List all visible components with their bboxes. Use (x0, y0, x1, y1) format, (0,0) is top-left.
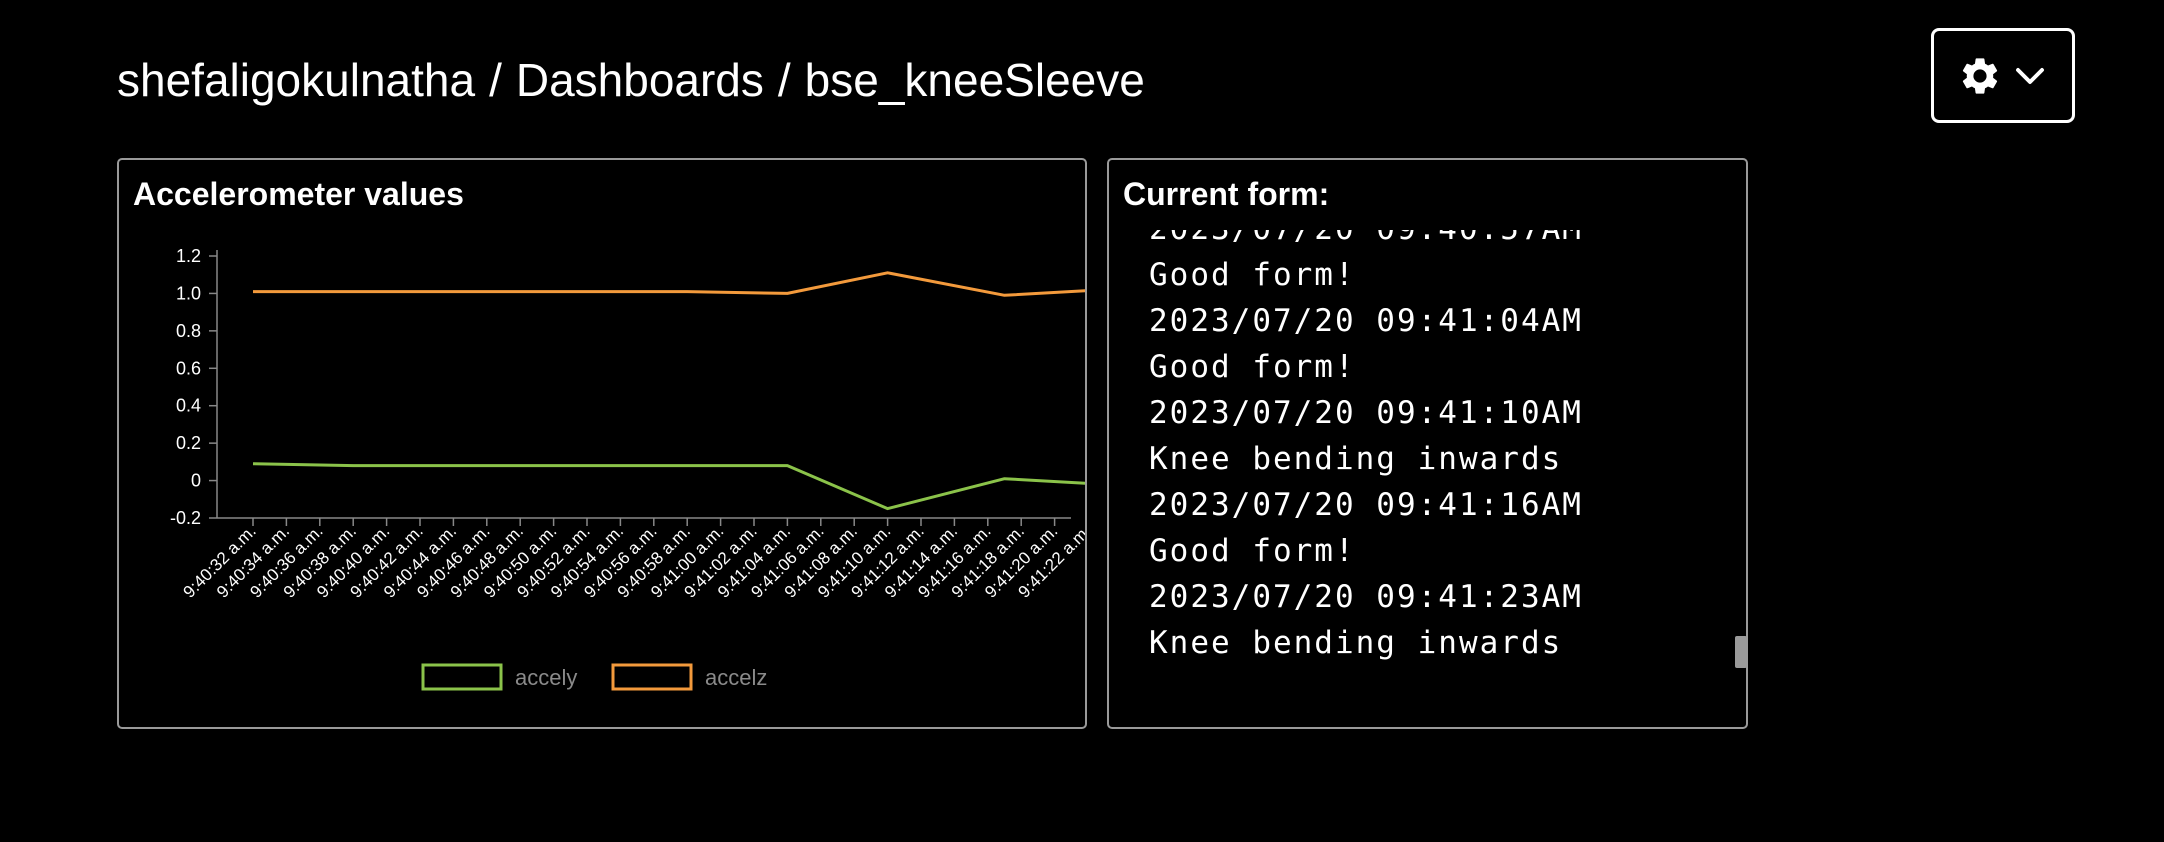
series-line-accely (252, 462, 1085, 511)
gear-icon (1962, 57, 1998, 94)
y-tick-label: 0.8 (176, 321, 201, 341)
y-tick-label: -0.2 (170, 508, 201, 528)
accelerometer-chart-panel: Accelerometer values 1.2 1.0 0.8 0.6 0.4 0.2 0… (117, 158, 1087, 729)
current-form-panel: Current form: 2023/07/20 09:40:57AM Good … (1107, 158, 1748, 729)
y-tick-label: 0.6 (176, 358, 201, 378)
y-tick-label: 1.2 (176, 246, 201, 266)
legend-swatch-accelz (611, 663, 693, 691)
breadcrumb: shefaligokulnatha / Dashboards / bse_kneeSle… (117, 50, 1145, 110)
breadcrumb-dashboards[interactable]: Dashboards (515, 54, 764, 106)
legend-label-accely: accely (515, 665, 577, 690)
form-log-line: Good form! (1149, 533, 1356, 569)
form-log-line: 2023/07/20 09:40:57AM (1149, 230, 1583, 252)
y-tick-label: 0 (191, 471, 201, 491)
y-tick-label: 0.2 (176, 433, 201, 453)
form-log-line: 2023/07/20 09:41:23AM (1149, 579, 1583, 615)
y-tick-label: 0.4 (176, 396, 201, 416)
legend-swatch-accely (421, 663, 503, 691)
form-log-line: Good form! (1149, 257, 1356, 293)
y-tick-label: 1.0 (176, 283, 201, 303)
form-log-line: Knee bending inwards (1149, 625, 1563, 661)
form-log-line: 2023/07/20 09:41:04AM (1149, 303, 1583, 339)
form-log-line: Good form! (1149, 349, 1356, 385)
form-log-line: 2023/07/20 09:41:16AM (1149, 487, 1583, 523)
settings-dropdown-button[interactable] (1931, 28, 2075, 123)
scrollbar-thumb[interactable] (1735, 636, 1747, 668)
form-log-scroll-area[interactable]: 2023/07/20 09:40:57AM Good form! 2023/07/2… (1109, 230, 1729, 720)
form-log-line: 2023/07/20 09:41:10AM (1149, 395, 1583, 431)
breadcrumb-dashboard-name: bse_kneeSleeve (804, 54, 1145, 106)
form-log-line: Knee bending inwards (1149, 441, 1563, 477)
accelerometer-line-chart: 1.21.00.80.60.40.20-0.29:40:32 a.m.9:40:… (170, 246, 1085, 691)
legend-label-accelz: accelz (705, 665, 767, 690)
form-panel-title: Current form: (1123, 176, 1330, 212)
breadcrumb-separator: / (777, 54, 791, 106)
breadcrumb-user[interactable]: shefaligokulnatha (117, 54, 476, 106)
chevron-down-icon (2016, 67, 2044, 84)
form-log: 2023/07/20 09:40:57AM Good form! 2023/07/2… (1149, 230, 1583, 666)
chart-panel-title: Accelerometer values (133, 176, 464, 212)
breadcrumb-separator: / (489, 54, 502, 106)
series-line-accelz (253, 271, 1085, 297)
